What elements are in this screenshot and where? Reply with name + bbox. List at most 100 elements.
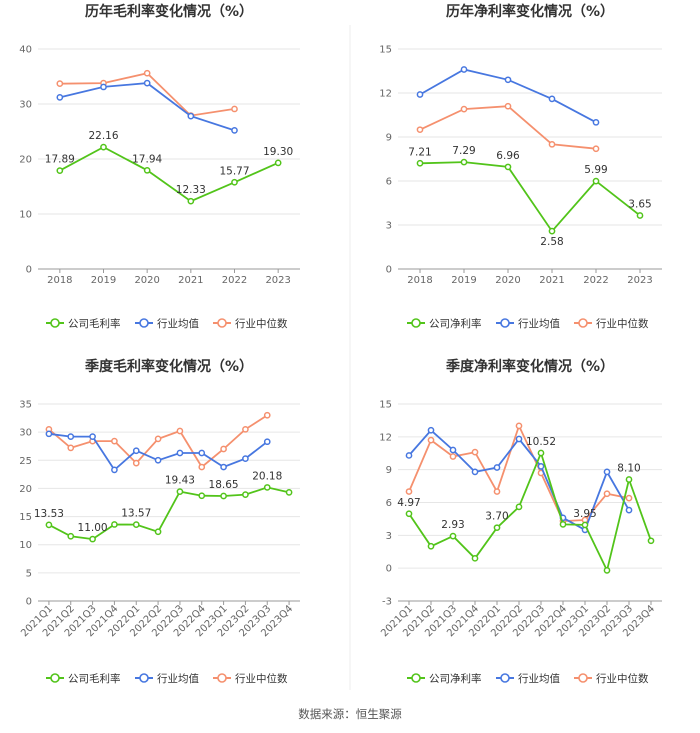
data-label: 22.16 xyxy=(88,130,118,142)
data-point-company xyxy=(427,542,435,550)
chart-title: 历年毛利率变化情况（%） xyxy=(85,3,253,20)
data-point-average xyxy=(493,464,501,471)
data-point-average xyxy=(176,449,184,457)
series-line-average xyxy=(59,82,235,132)
data-point-median xyxy=(242,425,249,433)
legend-label-average: 行业均值 xyxy=(518,317,560,330)
legend-marker-company xyxy=(411,318,421,328)
data-point-average xyxy=(67,433,75,440)
legend-marker-median xyxy=(217,318,227,328)
legend-marker-average xyxy=(139,673,149,683)
legend-marker-average xyxy=(500,673,510,683)
y-tick-label: 12 xyxy=(379,89,392,100)
data-point-average xyxy=(416,91,424,98)
data-point-average xyxy=(187,112,195,120)
data-point-median xyxy=(449,453,457,460)
data-point-average xyxy=(132,447,140,455)
y-tick-label: 0 xyxy=(26,265,32,276)
data-point-company xyxy=(132,521,140,528)
y-tick-label: 20 xyxy=(19,155,32,166)
data-label: 17.89 xyxy=(45,154,75,166)
x-tick-label: 2020 xyxy=(134,275,159,286)
legend-marker-median xyxy=(578,673,588,683)
data-point-average xyxy=(548,95,556,103)
y-tick-label: 15 xyxy=(379,45,392,56)
legend-marker-average xyxy=(500,318,510,328)
x-tick-label: 2022 xyxy=(222,275,247,286)
data-point-average xyxy=(625,506,633,514)
legend-label-median: 行业中位数 xyxy=(596,672,649,685)
data-point-company xyxy=(67,532,75,540)
data-point-median xyxy=(56,80,64,88)
data-label: 19.43 xyxy=(165,475,195,487)
data-label: 3.95 xyxy=(573,508,596,520)
chart-panel-1: 历年毛利率变化情况（%） 0 10 20 30 40 2018 2019 2020 2021 202… xyxy=(19,3,300,330)
chart-panel-2: 历年净利率变化情况（%） 0 3 6 9 12 15 2018 2019 2020 2021 2022… xyxy=(379,3,662,330)
chart-title: 季度净利率变化情况（%） xyxy=(445,358,614,375)
data-point-median xyxy=(198,463,206,471)
y-tick-label: 35 xyxy=(19,400,32,411)
data-point-average xyxy=(111,466,118,474)
y-tick-label: 0 xyxy=(386,265,392,276)
data-point-average xyxy=(405,452,413,459)
y-tick-label: 6 xyxy=(386,177,392,188)
data-point-average xyxy=(449,446,457,454)
data-point-average xyxy=(100,83,107,91)
y-tick-label: 30 xyxy=(19,428,32,439)
data-point-median xyxy=(515,422,523,430)
data-point-median xyxy=(132,459,140,467)
x-tick-label: 2023 xyxy=(265,275,290,286)
series-line-company xyxy=(408,450,652,574)
data-point-company xyxy=(285,489,293,496)
data-label: 2.58 xyxy=(540,236,563,248)
legend-marker-company xyxy=(50,318,60,328)
legend-marker-median xyxy=(217,673,227,683)
data-point-median xyxy=(460,105,468,113)
legend-marker-median xyxy=(578,318,588,328)
data-label: 13.53 xyxy=(34,508,64,520)
data-point-company xyxy=(231,178,238,186)
data-point-company xyxy=(263,484,271,491)
legend-marker-average xyxy=(139,318,149,328)
data-point-company xyxy=(537,449,545,457)
data-point-average xyxy=(592,118,600,126)
data-point-average xyxy=(427,426,435,434)
legend-label-median: 行业中位数 xyxy=(596,317,649,330)
data-point-median xyxy=(471,448,479,456)
x-tick-label: 2019 xyxy=(91,275,116,286)
chart-title: 季度毛利率变化情况（%） xyxy=(84,358,253,375)
data-point-average xyxy=(471,468,479,476)
data-point-median xyxy=(592,145,600,153)
chart-title: 历年净利率变化情况（%） xyxy=(446,3,614,20)
data-point-company xyxy=(154,528,162,536)
y-tick-label: 12 xyxy=(379,432,392,443)
data-point-company xyxy=(449,532,457,540)
data-point-company xyxy=(460,158,468,166)
data-point-company xyxy=(274,159,282,167)
x-tick-label: 2019 xyxy=(451,275,476,286)
legend-label-company: 公司毛利率 xyxy=(68,317,121,330)
y-tick-label: 0 xyxy=(26,597,32,608)
data-source-note: 数据来源：恒生聚源 xyxy=(298,707,402,721)
data-point-average xyxy=(263,438,271,446)
data-point-company xyxy=(198,492,206,500)
data-point-company xyxy=(625,476,633,483)
y-tick-label: 10 xyxy=(19,210,32,221)
y-tick-label: 9 xyxy=(386,133,392,144)
y-tick-label: 3 xyxy=(386,221,392,232)
series-line-median xyxy=(59,72,235,117)
data-point-median xyxy=(143,69,151,77)
data-point-company xyxy=(416,159,424,167)
data-point-median xyxy=(263,411,271,419)
data-point-median xyxy=(405,488,413,495)
data-point-company xyxy=(111,521,118,528)
series-line-median xyxy=(419,105,597,150)
data-point-company xyxy=(592,177,600,185)
legend-label-median: 行业中位数 xyxy=(235,672,288,685)
data-point-median xyxy=(111,437,118,445)
legend-label-company: 公司净利率 xyxy=(429,672,482,685)
data-point-company xyxy=(143,166,151,174)
legend-label-company: 公司净利率 xyxy=(429,317,482,330)
data-label: 12.33 xyxy=(176,184,206,196)
